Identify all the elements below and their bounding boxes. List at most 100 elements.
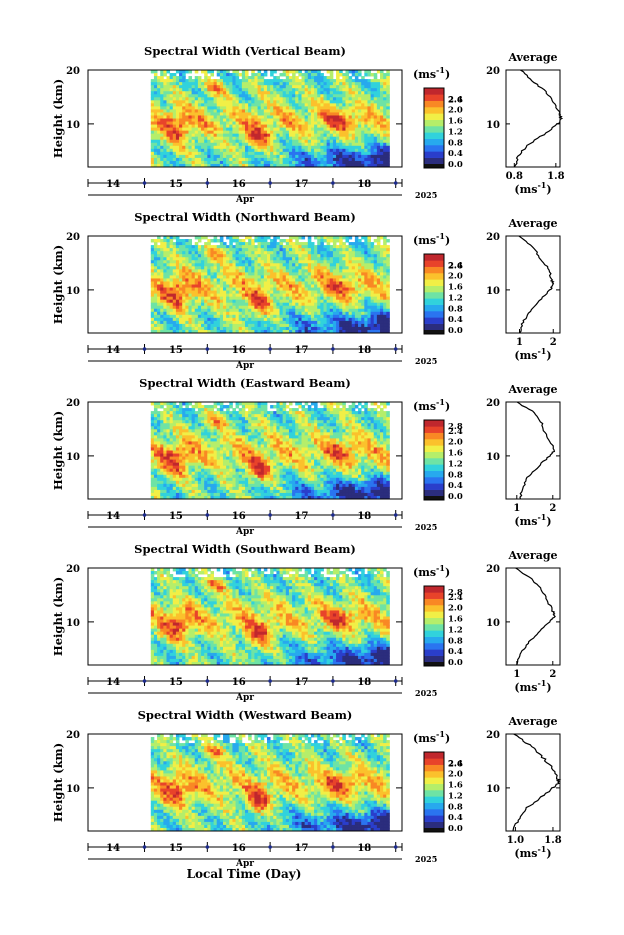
heatmap-cell	[154, 103, 158, 106]
heatmap-cell	[317, 143, 321, 146]
heatmap-cell	[251, 122, 255, 125]
heatmap-cell	[239, 245, 243, 248]
heatmap-cell	[270, 285, 274, 288]
heatmap-cell	[302, 122, 306, 125]
heatmap-cell	[308, 82, 312, 85]
heatmap-cell	[367, 88, 371, 91]
heatmap-cell	[220, 158, 224, 161]
heatmap-cell	[192, 140, 196, 143]
heatmap-cell	[270, 269, 274, 272]
heatmap-cell	[261, 155, 265, 158]
heatmap-cell	[333, 82, 337, 85]
heatmap-cell	[264, 115, 268, 118]
heatmap-cell	[167, 137, 171, 140]
heatmap-cell	[220, 161, 224, 164]
heatmap-cell	[367, 161, 371, 164]
heatmap-cell	[270, 88, 274, 91]
heatmap-cell	[157, 451, 161, 454]
heatmap-cell	[214, 128, 218, 131]
heatmap-cell	[377, 275, 381, 278]
heatmap-cell	[308, 143, 312, 146]
heatmap-cell	[261, 158, 265, 161]
heatmap-cell	[239, 97, 243, 100]
heatmap-cell	[367, 300, 371, 303]
heatmap-cell	[192, 309, 196, 312]
heatmap-cell	[349, 119, 353, 122]
heatmap-cell	[383, 146, 387, 149]
heatmap-cell	[173, 285, 177, 288]
heatmap-cell	[170, 285, 174, 288]
heatmap-cell	[167, 303, 171, 306]
heatmap-cell	[167, 251, 171, 254]
heatmap-cell	[349, 143, 353, 146]
heatmap-cell	[352, 125, 356, 128]
heatmap-cell	[367, 248, 371, 251]
heatmap-cell	[280, 242, 284, 245]
heatmap-cell	[188, 103, 192, 106]
heatmap-cell	[267, 88, 271, 91]
heatmap-cell	[167, 266, 171, 269]
heatmap-cell	[298, 70, 302, 73]
heatmap-cell	[383, 149, 387, 152]
heatmap-cell	[371, 134, 375, 137]
heatmap-cell	[324, 318, 328, 321]
heatmap-cell	[342, 106, 346, 109]
heatmap-cell	[192, 146, 196, 149]
heatmap-cell	[242, 94, 246, 97]
heatmap-cell	[261, 143, 265, 146]
heatmap-cell	[358, 143, 362, 146]
heatmap-cell	[270, 324, 274, 327]
heatmap-cell	[214, 143, 218, 146]
heatmap-cell	[339, 155, 343, 158]
heatmap-cell	[320, 263, 324, 266]
heatmap-cell	[185, 100, 189, 103]
heatmap-cell	[192, 149, 196, 152]
heatmap-cell	[367, 128, 371, 131]
heatmap-cell	[267, 106, 271, 109]
heatmap-cell	[305, 134, 309, 137]
heatmap-cell	[386, 288, 390, 291]
heatmap-cell	[185, 112, 189, 115]
heatmap-cell	[217, 275, 221, 278]
heatmap-cell	[248, 88, 252, 91]
heatmap-cell	[217, 131, 221, 134]
heatmap-cell	[245, 149, 249, 152]
heatmap-cell	[151, 297, 155, 300]
heatmap-cell	[163, 294, 167, 297]
heatmap-cell	[302, 155, 306, 158]
heatmap-cell	[154, 481, 158, 484]
heatmap-cell	[160, 73, 164, 76]
heatmap-cell	[264, 285, 268, 288]
heatmap-cell	[251, 146, 255, 149]
heatmap-cell	[355, 300, 359, 303]
heatmap-cell	[380, 122, 384, 125]
colorbar-tick-label: 0.8	[448, 138, 463, 148]
heatmap-cell	[358, 303, 362, 306]
heatmap-cell	[342, 146, 346, 149]
heatmap-cell	[195, 155, 199, 158]
heatmap-cell	[182, 269, 186, 272]
heatmap-cell	[361, 109, 365, 112]
heatmap-cell	[386, 269, 390, 272]
heatmap-cell	[220, 257, 224, 260]
heatmap-cell	[245, 312, 249, 315]
heatmap-cell	[195, 88, 199, 91]
heatmap-cell	[236, 82, 240, 85]
heatmap-cell	[176, 312, 180, 315]
heatmap-cell	[239, 324, 243, 327]
heatmap-cell	[342, 315, 346, 318]
heatmap-cell	[217, 263, 221, 266]
heatmap-cell	[386, 324, 390, 327]
heatmap-cell	[305, 70, 309, 73]
heatmap-cell	[176, 140, 180, 143]
heatmap-cell	[157, 490, 161, 493]
heatmap-cell	[302, 158, 306, 161]
colorbar-swatch	[424, 254, 444, 261]
heatmap-cell	[327, 315, 331, 318]
heatmap-cell	[176, 134, 180, 137]
heatmap-cell	[157, 281, 161, 284]
heatmap-cell	[223, 112, 227, 115]
heatmap-cell	[305, 278, 309, 281]
heatmap-cell	[201, 109, 205, 112]
heatmap-cell	[383, 88, 387, 91]
